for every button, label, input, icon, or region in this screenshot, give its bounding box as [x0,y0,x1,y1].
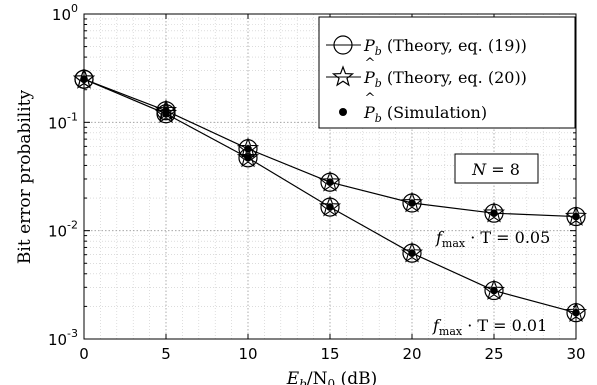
point-star [482,278,506,300]
point-star [400,241,424,263]
x-tick-label: 25 [484,345,503,363]
legend-circle-marker [333,35,353,55]
legend-dot-marker [339,108,347,116]
point-dot [326,178,334,187]
legend-label-3: Pb (Simulation) [363,103,487,125]
point-dot [162,109,170,118]
point-dot [572,212,580,221]
point-dot [326,203,334,211]
point-star [318,195,342,217]
n-annotation: N = 8 [454,153,539,184]
legend-star-marker [331,65,355,87]
y-tick-label: 10-1 [48,110,78,132]
point-star [400,191,424,213]
point-star [318,170,342,192]
x-tick-label: 20 [402,345,421,363]
point-star [72,67,96,89]
y-tick-label: 10-3 [48,327,78,349]
x-tick-label: 10 [238,345,257,363]
x-tick-label: 30 [566,345,585,363]
point-dot [490,286,498,295]
legend: Pb (Theory, eq. (19)) Pb (Theory, eq. (2… [318,16,576,129]
legend-hat-3: ^ [365,91,376,106]
point-star [564,301,588,323]
legend-label-2: Pb (Theory, eq. (20)) [363,68,527,90]
x-tick-label: 15 [320,345,339,363]
point-star [236,137,260,159]
point-star [236,146,260,168]
y-tick-label: 100 [52,2,78,24]
legend-item-simulation: Pb (Simulation) ^ [339,91,487,125]
x-tick-labels: 0 5 10 15 20 25 30 [79,345,585,363]
point-dot [408,199,416,207]
point-dot [490,209,498,217]
point-star [154,102,178,124]
legend-hat-2: ^ [365,56,376,71]
point-dot [408,249,416,257]
point-dot [572,308,580,317]
curve-label-fmaxT-0-01: fmax · T = 0.01 [432,316,547,338]
x-axis-title: Eb/N0 (dB) [286,369,377,385]
point-star [564,204,588,226]
legend-item-theory-20: Pb (Theory, eq. (20)) ^ [326,56,527,90]
n-annotation-text: N = 8 [471,160,520,179]
y-tick-label: 10-2 [48,219,78,241]
point-dot [244,154,252,162]
n-annotation-box [454,153,539,184]
y-tick-labels: 10-3 10-2 10-1 100 [48,2,78,349]
legend-item-theory-19: Pb (Theory, eq. (19)) [326,35,527,58]
point-star [482,201,506,223]
x-tick-label: 5 [161,345,171,363]
legend-box [318,16,576,129]
point-dot [80,75,88,84]
x-tick-label: 0 [79,345,89,363]
curve-label-fmaxT-0-05: fmax · T = 0.05 [435,228,550,250]
legend-label-1: Pb (Theory, eq. (19)) [363,36,527,58]
y-axis-title: Bit error probability [15,90,35,265]
series-markers [72,67,588,323]
